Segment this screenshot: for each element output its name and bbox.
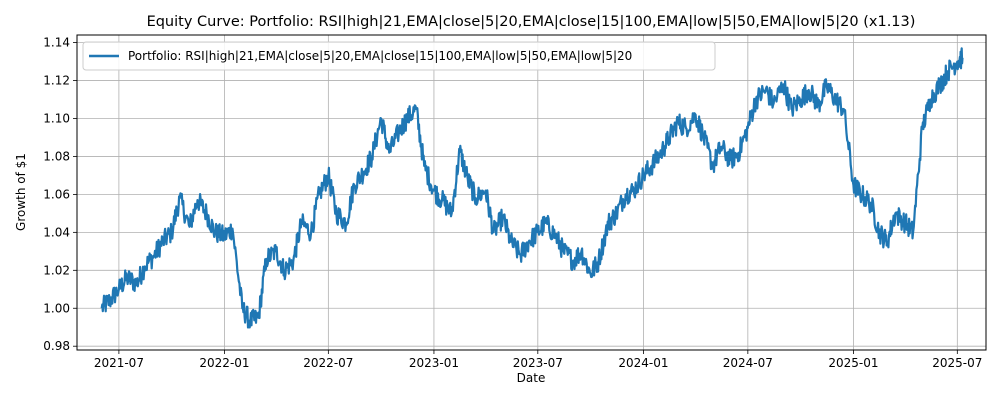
x-tick-label: 2023-07 [513, 356, 563, 370]
y-axis-label: Growth of $1 [14, 153, 28, 231]
y-tick-label: 1.10 [43, 111, 70, 125]
x-axis-label: Date [517, 371, 546, 385]
x-axis: 2021-07 2022-01 2022-07 2023-01 2023-07 2024-… [94, 350, 982, 370]
x-tick-label: 2023-01 [409, 356, 459, 370]
series-layer [100, 47, 964, 329]
legend: Portfolio: RSI|high|21,EMA|close|5|20,EM… [82, 41, 716, 71]
legend-label: Portfolio: RSI|high|21,EMA|close|5|20,EM… [128, 49, 632, 63]
y-tick-label: 1.06 [43, 187, 70, 201]
legend-box [82, 41, 716, 71]
plot-frame [76, 34, 987, 351]
y-axis: 0.98 1.00 1.02 1.04 1.06 1.08 1.10 1.12 1.14 [43, 36, 77, 353]
x-tick-label: 2022-07 [303, 356, 353, 370]
x-tick-label: 2021-07 [94, 356, 144, 370]
y-tick-label: 1.02 [43, 263, 70, 277]
grid-lines [77, 35, 986, 350]
x-tick-label: 2025-07 [932, 356, 982, 370]
x-tick-label: 2024-07 [723, 356, 773, 370]
chart-title: Equity Curve: Portfolio: RSI|high|21,EMA… [147, 14, 916, 30]
equity-series-line [100, 47, 964, 329]
y-tick-label: 1.14 [43, 36, 70, 50]
y-tick-label: 0.98 [43, 339, 70, 353]
x-tick-label: 2024-01 [618, 356, 668, 370]
y-tick-label: 1.04 [43, 225, 70, 239]
y-tick-label: 1.08 [43, 149, 70, 163]
y-tick-label: 1.12 [43, 74, 70, 88]
x-tick-label: 2022-01 [199, 356, 249, 370]
x-tick-label: 2025-01 [828, 356, 878, 370]
y-tick-label: 1.00 [43, 301, 70, 315]
